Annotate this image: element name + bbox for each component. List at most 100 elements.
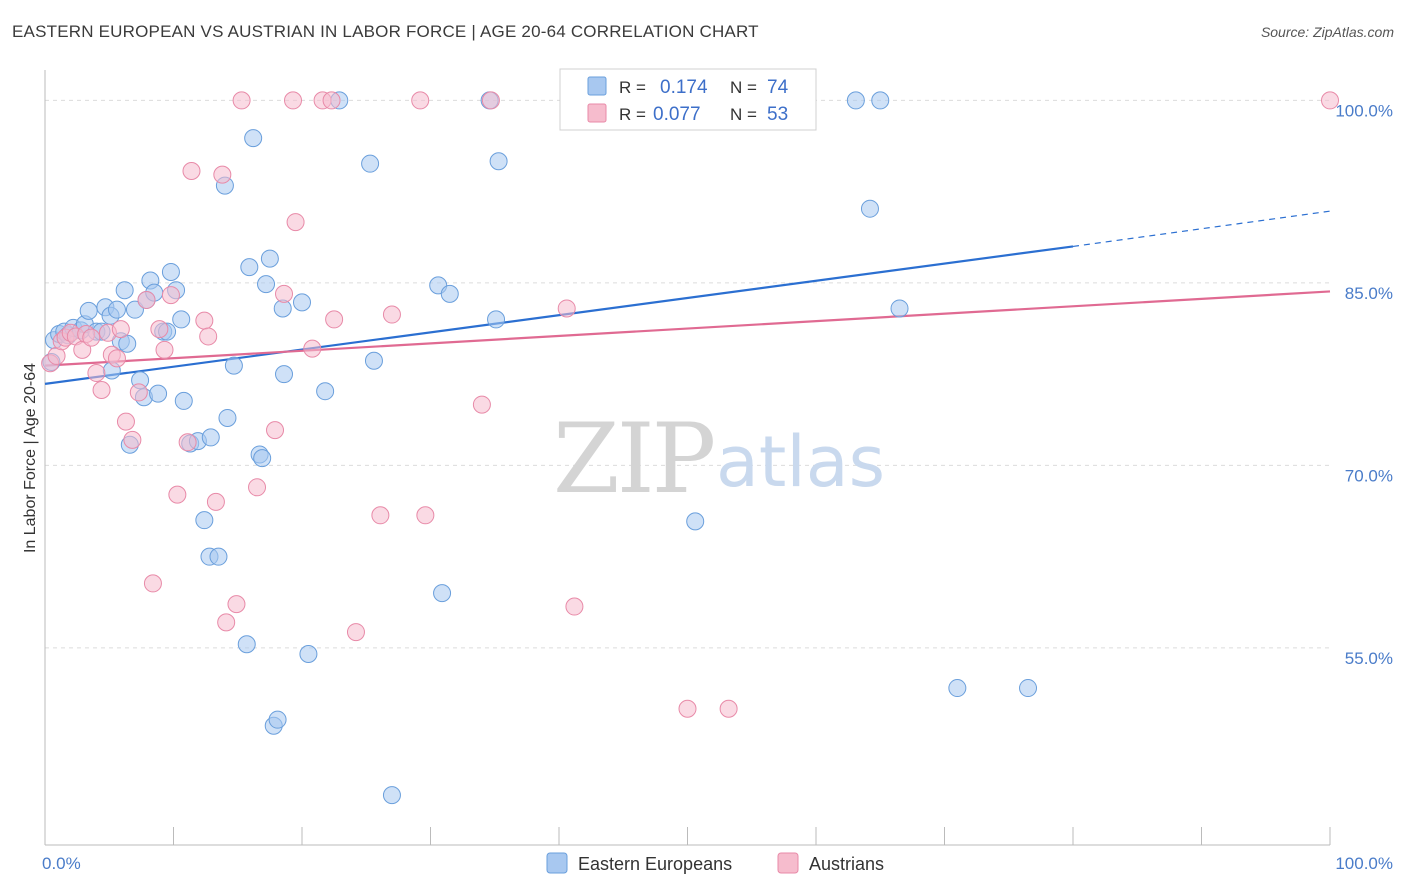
- data-point: [174, 391, 193, 410]
- data-point: [1321, 91, 1339, 110]
- y-tick-label: 100.0%: [1335, 101, 1393, 120]
- data-point: [489, 152, 508, 171]
- data-point: [125, 300, 144, 319]
- data-point: [107, 349, 126, 368]
- legend-r-label: R =: [619, 105, 646, 124]
- data-point: [232, 91, 251, 110]
- data-point: [948, 679, 967, 698]
- data-point: [87, 363, 106, 382]
- legend-r-label: R =: [619, 78, 646, 97]
- data-point: [161, 286, 180, 305]
- data-point: [111, 320, 130, 339]
- data-point: [199, 327, 218, 346]
- data-point: [361, 154, 380, 173]
- trend-line-austrians: [44, 290, 1331, 367]
- data-point: [79, 301, 98, 320]
- data-point: [248, 478, 267, 497]
- data-point: [487, 310, 506, 329]
- data-point: [433, 584, 452, 603]
- data-point: [275, 284, 294, 303]
- legend-swatch-austrians: [777, 852, 799, 874]
- legend-r-value: 0.077: [653, 104, 701, 125]
- trend-line-extension: [1072, 210, 1331, 248]
- x-tick-label: 0.0%: [42, 854, 81, 873]
- data-point: [382, 305, 401, 324]
- data-point: [178, 433, 197, 452]
- data-point: [116, 412, 135, 431]
- data-point: [371, 506, 390, 525]
- y-tick-label: 85.0%: [1345, 284, 1393, 303]
- data-point: [213, 165, 232, 184]
- watermark-atlas: atlas: [716, 421, 885, 503]
- data-point: [195, 511, 214, 530]
- y-axis-title: In Labor Force | Age 20-64: [22, 363, 39, 553]
- data-point: [129, 383, 148, 402]
- data-point: [346, 623, 365, 642]
- data-point: [172, 310, 191, 329]
- x-tick-labels: 0.0% 100.0%: [42, 854, 1393, 873]
- data-point: [260, 249, 279, 268]
- data-point: [107, 300, 126, 319]
- data-point: [364, 351, 383, 370]
- data-point: [565, 597, 584, 616]
- data-point: [557, 299, 576, 318]
- data-point: [316, 382, 335, 401]
- correlation-legend: R = 0.174 N = 74 R = 0.077 N = 53: [559, 68, 817, 131]
- chart-title: EASTERN EUROPEAN VS AUSTRIAN IN LABOR FO…: [12, 22, 759, 41]
- source-label: Source: ZipAtlas.com: [1260, 24, 1394, 40]
- data-point: [240, 258, 259, 277]
- data-point: [860, 199, 879, 218]
- trend-lines: [44, 210, 1331, 385]
- data-point: [293, 293, 311, 312]
- series-legend: Eastern Europeans Austrians: [546, 852, 884, 874]
- data-point: [286, 213, 305, 232]
- legend-r-value: 0.174: [660, 77, 708, 98]
- data-point: [123, 430, 142, 449]
- data-point: [161, 262, 180, 281]
- data-point: [299, 644, 318, 663]
- data-point: [237, 635, 256, 654]
- data-point: [150, 320, 169, 339]
- legend-label-austrians: Austrians: [809, 854, 884, 874]
- data-point: [143, 574, 162, 593]
- x-tick-label: 100.0%: [1335, 854, 1393, 873]
- axes: [44, 70, 1331, 846]
- data-point: [217, 613, 236, 632]
- legend-label-eastern-europeans: Eastern Europeans: [578, 854, 732, 874]
- data-point: [227, 595, 246, 614]
- data-point: [325, 310, 344, 329]
- data-point: [201, 428, 220, 447]
- data-point: [322, 91, 341, 110]
- y-tick-labels: 100.0% 85.0% 70.0% 55.0%: [1335, 101, 1393, 667]
- data-point: [92, 380, 111, 399]
- data-point: [382, 786, 401, 805]
- data-point: [82, 328, 101, 347]
- legend-n-label: N =: [730, 78, 757, 97]
- data-point: [182, 161, 201, 180]
- data-point: [206, 492, 225, 511]
- data-point: [209, 547, 228, 566]
- data-point: [686, 512, 705, 531]
- data-point: [244, 129, 263, 148]
- legend-swatch-austrians: [587, 103, 607, 123]
- data-point: [257, 275, 276, 294]
- data-point: [284, 91, 303, 110]
- data-point: [719, 699, 738, 718]
- legend-swatch-eastern-europeans: [587, 76, 607, 96]
- data-point: [846, 91, 865, 110]
- series-austrians: [41, 91, 1339, 718]
- data-point: [303, 339, 322, 358]
- data-point: [440, 284, 459, 303]
- data-point: [195, 311, 214, 330]
- data-point: [253, 449, 272, 468]
- data-point: [268, 710, 287, 729]
- legend-swatch-eastern-europeans: [546, 852, 568, 874]
- trend-line-eastern-europeans: [44, 245, 1074, 385]
- watermark: ZIP atlas: [553, 403, 885, 515]
- data-points: [41, 91, 1339, 805]
- data-point: [149, 384, 168, 403]
- watermark-zip: ZIP: [553, 403, 714, 515]
- data-point: [890, 299, 909, 318]
- data-point: [224, 356, 243, 375]
